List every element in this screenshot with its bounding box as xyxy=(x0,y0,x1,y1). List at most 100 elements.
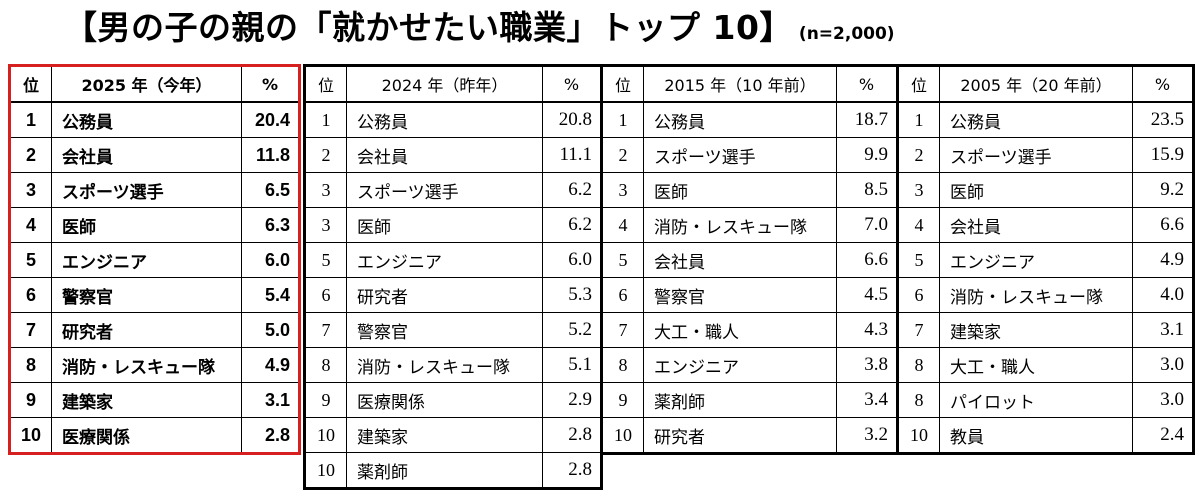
percent-cell: 9.2 xyxy=(1132,172,1194,208)
percent-cell: 20.4 xyxy=(241,101,300,138)
job-cell: 公務員 xyxy=(346,101,543,138)
table-row: 1 公務員 23.5 xyxy=(897,101,1194,138)
rank-cell: 1 xyxy=(304,101,347,138)
table-row: 9 建築家 3.1 xyxy=(9,382,300,418)
job-cell: 会社員 xyxy=(346,137,543,173)
table-body: 位 2024 年（昨年） % 1 公務員 20.8 2 会社員 11.1 3 スポーツ選手 6.… xyxy=(304,65,602,489)
table-row: 4 会社員 6.6 xyxy=(897,207,1194,243)
table-row: 4 医師 6.3 xyxy=(9,207,300,243)
job-cell: 警察官 xyxy=(346,312,543,348)
table-row: 3 医師 8.5 xyxy=(601,172,898,208)
percent-cell: 6.0 xyxy=(241,242,300,278)
table-row: 3 スポーツ選手 6.5 xyxy=(9,172,300,208)
job-cell: 薬剤師 xyxy=(346,452,543,489)
rank-cell: 5 xyxy=(897,242,940,278)
table-body: 位 2025 年（今年） % 1 公務員 20.4 2 会社員 11.8 3 スポーツ選手 6.… xyxy=(9,65,300,454)
table-row: 6 警察官 5.4 xyxy=(9,277,300,313)
rank-cell: 6 xyxy=(897,277,940,313)
percent-cell: 4.9 xyxy=(241,347,300,383)
percent-cell: 2.9 xyxy=(542,382,602,418)
table-2025: 位 2025 年（今年） % 1 公務員 20.4 2 会社員 11.8 3 スポーツ選手 6.… xyxy=(8,64,301,455)
table-row: 2 スポーツ選手 9.9 xyxy=(601,137,898,173)
header-pct: % xyxy=(836,65,898,103)
job-cell: 医療関係 xyxy=(51,417,242,454)
percent-cell: 5.3 xyxy=(542,277,602,313)
header-rank: 位 xyxy=(9,65,52,103)
table-header-row: 位 2005 年（20 年前） % xyxy=(897,65,1194,103)
percent-cell: 18.7 xyxy=(836,101,898,138)
job-cell: 会社員 xyxy=(51,137,242,173)
rank-cell: 9 xyxy=(601,382,644,418)
percent-cell: 3.8 xyxy=(836,347,898,383)
job-cell: 薬剤師 xyxy=(643,382,837,418)
percent-cell: 7.0 xyxy=(836,207,898,243)
rank-cell: 10 xyxy=(304,452,347,489)
rank-cell: 2 xyxy=(304,137,347,173)
job-cell: 警察官 xyxy=(643,277,837,313)
job-cell: 建築家 xyxy=(51,382,242,418)
percent-cell: 2.8 xyxy=(241,417,300,454)
percent-cell: 15.9 xyxy=(1132,137,1194,173)
table-header-row: 位 2015 年（10 年前） % xyxy=(601,65,898,103)
rank-cell: 6 xyxy=(601,277,644,313)
percent-cell: 5.4 xyxy=(241,277,300,313)
percent-cell: 2.8 xyxy=(542,417,602,453)
table-row: 6 研究者 5.3 xyxy=(304,277,602,313)
header-year: 2025 年（今年） xyxy=(51,65,242,103)
percent-cell: 3.4 xyxy=(836,382,898,418)
table-row: 9 薬剤師 3.4 xyxy=(601,382,898,418)
rank-cell: 4 xyxy=(9,207,52,243)
job-cell: 警察官 xyxy=(51,277,242,313)
rank-cell: 1 xyxy=(897,101,940,138)
rank-cell: 1 xyxy=(9,101,52,138)
table-row: 1 公務員 20.4 xyxy=(9,101,300,138)
table-row: 2 会社員 11.1 xyxy=(304,137,602,173)
rank-cell: 4 xyxy=(897,207,940,243)
job-cell: 消防・レスキュー隊 xyxy=(346,347,543,383)
table-row: 10 研究者 3.2 xyxy=(601,417,898,454)
rank-cell: 5 xyxy=(304,242,347,278)
rank-cell: 2 xyxy=(9,137,52,173)
percent-cell: 4.5 xyxy=(836,277,898,313)
table-2015: 位 2015 年（10 年前） % 1 公務員 18.7 2 スポーツ選手 9.9 3 医師 8… xyxy=(600,64,899,455)
table-row: 10 薬剤師 2.8 xyxy=(304,452,602,489)
table-row: 3 医師 6.2 xyxy=(304,207,602,243)
percent-cell: 11.1 xyxy=(542,137,602,173)
header-rank: 位 xyxy=(897,65,940,103)
percent-cell: 6.2 xyxy=(542,207,602,243)
job-cell: スポーツ選手 xyxy=(51,172,242,208)
rank-cell: 2 xyxy=(601,137,644,173)
job-cell: パイロット xyxy=(939,382,1133,418)
percent-cell: 2.4 xyxy=(1132,417,1194,454)
percent-cell: 2.8 xyxy=(542,452,602,489)
sample-size: (n=2,000) xyxy=(798,24,895,44)
percent-cell: 3.1 xyxy=(241,382,300,418)
percent-cell: 3.0 xyxy=(1132,347,1194,383)
table-row: 3 医師 9.2 xyxy=(897,172,1194,208)
rank-cell: 3 xyxy=(897,172,940,208)
rank-cell: 10 xyxy=(897,417,940,454)
rank-cell: 10 xyxy=(601,417,644,454)
percent-cell: 4.3 xyxy=(836,312,898,348)
table-row: 8 消防・レスキュー隊 5.1 xyxy=(304,347,602,383)
job-cell: 消防・レスキュー隊 xyxy=(643,207,837,243)
title-main: 【男の子の親の「就かせたい職業」トップ 10】 xyxy=(64,8,793,47)
table-row: 8 大工・職人 3.0 xyxy=(897,347,1194,383)
table-row: 7 大工・職人 4.3 xyxy=(601,312,898,348)
header-pct: % xyxy=(241,65,300,103)
percent-cell: 11.8 xyxy=(241,137,300,173)
header-pct: % xyxy=(1132,65,1194,103)
rank-cell: 3 xyxy=(304,207,347,243)
rank-cell: 6 xyxy=(304,277,347,313)
table-row: 5 エンジニア 4.9 xyxy=(897,242,1194,278)
job-cell: 医師 xyxy=(643,172,837,208)
percent-cell: 6.3 xyxy=(241,207,300,243)
rank-cell: 8 xyxy=(897,382,940,418)
percent-cell: 3.0 xyxy=(1132,382,1194,418)
rank-cell: 9 xyxy=(304,382,347,418)
job-cell: 公務員 xyxy=(939,101,1133,138)
header-year: 2005 年（20 年前） xyxy=(939,65,1133,103)
percent-cell: 4.9 xyxy=(1132,242,1194,278)
job-cell: 医師 xyxy=(346,207,543,243)
rank-cell: 5 xyxy=(9,242,52,278)
